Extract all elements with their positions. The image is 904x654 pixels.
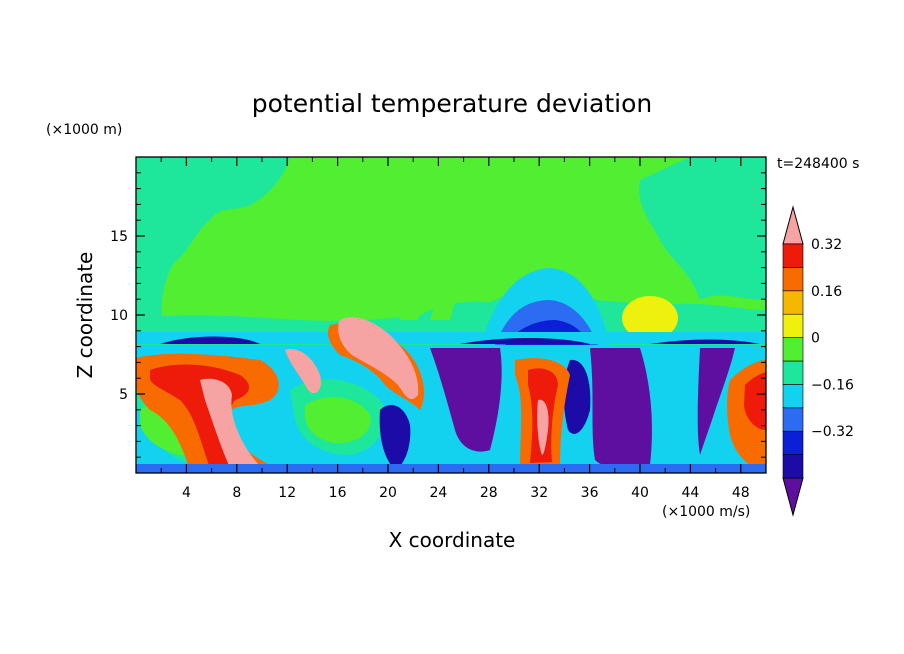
x-axis-title: X coordinate [389, 528, 516, 552]
navy-lens [460, 338, 590, 344]
cold-column-a [430, 348, 502, 452]
colorbar-segment [782, 243, 804, 268]
colorbar-tick-label: 0.16 [811, 284, 842, 300]
x-tick-label: 44 [681, 485, 699, 501]
colorbar-segment [782, 337, 804, 362]
navy-lens [650, 339, 760, 344]
cold-column-c [697, 348, 735, 455]
colorbar-tick-label: −0.32 [811, 424, 854, 440]
cyan-band [136, 332, 766, 344]
green-streak [430, 245, 470, 320]
x-tick-label: 8 [232, 485, 241, 501]
colorbar-extend-high [782, 205, 804, 245]
red-region-right [744, 372, 766, 430]
colorbar-segment [782, 290, 804, 315]
colorbar-segment [782, 313, 804, 338]
colorbar-tick-label: 0 [811, 331, 820, 347]
green-swirl [305, 397, 371, 444]
y-tick-label: 5 [119, 387, 128, 403]
cold-column-b [590, 348, 652, 469]
y-unit-label: (×1000 m) [46, 122, 122, 138]
colorbar-segment [782, 430, 804, 455]
warm-bubble-outer [622, 296, 678, 340]
upper-teal-right [639, 157, 766, 300]
bottom-band [136, 464, 766, 473]
navy-column [379, 405, 411, 470]
colorbar-segment [782, 267, 804, 292]
colorbar-segment [782, 384, 804, 409]
navy-lens [160, 336, 260, 344]
warm-column-pink [537, 399, 549, 455]
green-streak [400, 215, 428, 320]
green-streak [330, 200, 380, 320]
x-tick-label: 20 [379, 485, 397, 501]
colorbar-extend-low [782, 477, 804, 517]
chart-title: potential temperature deviation [252, 89, 652, 118]
colorbar-tick-label: 0.32 [811, 237, 842, 253]
pink-plume [338, 317, 419, 400]
x-tick-label: 16 [329, 485, 347, 501]
x-tick-label: 36 [581, 485, 599, 501]
pink-region-left [200, 378, 260, 468]
x-tick-label: 12 [278, 485, 296, 501]
x-tick-label: 24 [429, 485, 447, 501]
colorbar-segment [782, 360, 804, 385]
x-tick-label: 28 [480, 485, 498, 501]
x-tick-label: 4 [182, 485, 191, 501]
colorbar-tick-label: −0.16 [811, 377, 854, 393]
colorbar-segment [782, 454, 804, 479]
pink-filament [285, 349, 321, 394]
colorbar: 0.32 0.16 0 −0.16 −0.32 [782, 205, 854, 517]
y-axis-title: Z coordinate [73, 252, 97, 379]
x-tick-label: 32 [530, 485, 548, 501]
y-tick-label: 10 [110, 308, 128, 324]
x-tick-label: 48 [732, 485, 750, 501]
x-unit-label: (×1000 m/s) [662, 504, 750, 520]
y-tick-label: 15 [110, 229, 128, 245]
time-label: t=248400 s [777, 156, 859, 172]
contour-field [136, 157, 766, 473]
navy-column [563, 359, 591, 434]
upper-teal-structure [136, 157, 290, 320]
x-tick-label: 40 [631, 485, 649, 501]
colorbar-segment [782, 407, 804, 432]
